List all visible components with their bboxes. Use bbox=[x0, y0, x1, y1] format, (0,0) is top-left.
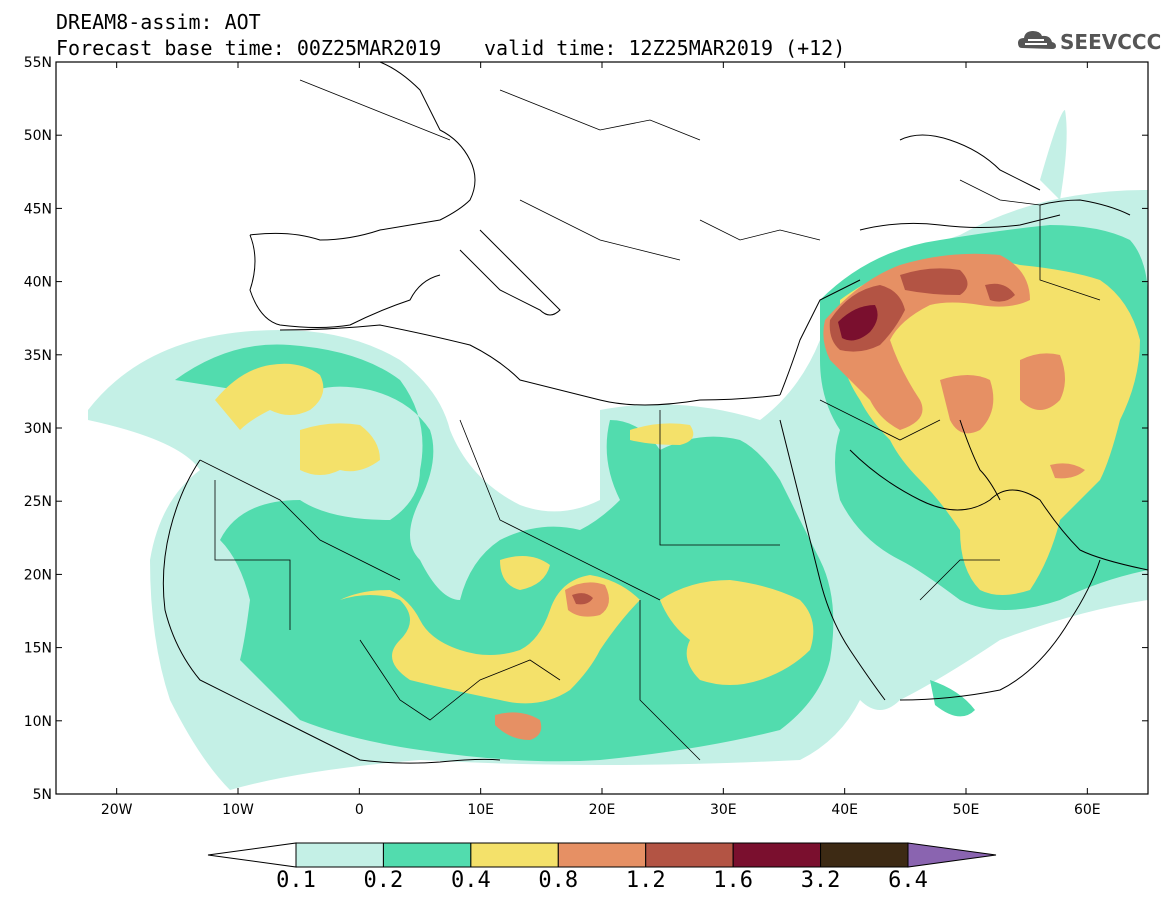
lon-label: 60E bbox=[1074, 802, 1101, 818]
borders bbox=[199, 79, 1101, 761]
lat-label: 50N bbox=[24, 128, 52, 144]
lat-label: 10N bbox=[24, 714, 52, 730]
colorbar-swatch bbox=[820, 842, 909, 868]
colorbar-swatch bbox=[732, 842, 822, 868]
lat-label: 35N bbox=[24, 348, 52, 364]
lon-label: 10E bbox=[467, 802, 494, 818]
valid-time: valid time: 12Z25MAR2019 (+12) bbox=[484, 36, 846, 60]
colorbar-swatch bbox=[382, 842, 472, 868]
colorbar-min-arrow bbox=[207, 842, 297, 868]
colorbar-max-arrow bbox=[907, 842, 997, 868]
lat-label: 30N bbox=[24, 421, 52, 437]
lat-label: 55N bbox=[24, 55, 52, 71]
colorbar-level-label: 1.2 bbox=[625, 868, 666, 893]
colorbar-swatch bbox=[470, 842, 559, 868]
lat-label: 25N bbox=[24, 494, 52, 510]
lon-label: 40E bbox=[831, 802, 858, 818]
colorbar-level-label: 0.4 bbox=[450, 868, 491, 893]
logo-text: SEEVCCC bbox=[1060, 30, 1162, 54]
lat-label: 45N bbox=[24, 201, 52, 217]
aot-level-0.4 bbox=[215, 258, 1140, 704]
colorbar-level-label: 1.6 bbox=[713, 868, 754, 893]
aot-level-1.6 bbox=[838, 305, 878, 341]
lon-label: 20E bbox=[589, 802, 616, 818]
map-title: DREAM8-assim: AOT bbox=[56, 10, 261, 34]
lon-label: 50E bbox=[953, 802, 980, 818]
cloud-logo-icon bbox=[1018, 31, 1056, 49]
coastlines bbox=[162, 62, 1148, 764]
colorbar-swatch bbox=[295, 842, 384, 868]
colorbar-level-label: 0.1 bbox=[276, 868, 316, 893]
colorbar-level-label: 0.8 bbox=[538, 868, 579, 893]
colorbar-swatch bbox=[557, 842, 647, 868]
colorbar-level-label: 0.2 bbox=[363, 868, 404, 893]
colorbar-level-label: 3.2 bbox=[800, 868, 841, 893]
lon-label: 10W bbox=[222, 802, 254, 818]
lon-label: 20W bbox=[101, 802, 133, 818]
lat-label: 5N bbox=[33, 787, 52, 803]
lon-label: 0 bbox=[355, 802, 364, 818]
lat-label: 15N bbox=[24, 641, 52, 657]
lat-label: 40N bbox=[24, 275, 52, 291]
lon-label: 30E bbox=[710, 802, 737, 818]
lat-label: 20N bbox=[24, 567, 52, 583]
colorbar-swatch bbox=[645, 842, 734, 868]
colorbar-level-label: 6.4 bbox=[888, 868, 928, 893]
forecast-base-time: Forecast base time: 00Z25MAR2019 bbox=[56, 36, 442, 60]
